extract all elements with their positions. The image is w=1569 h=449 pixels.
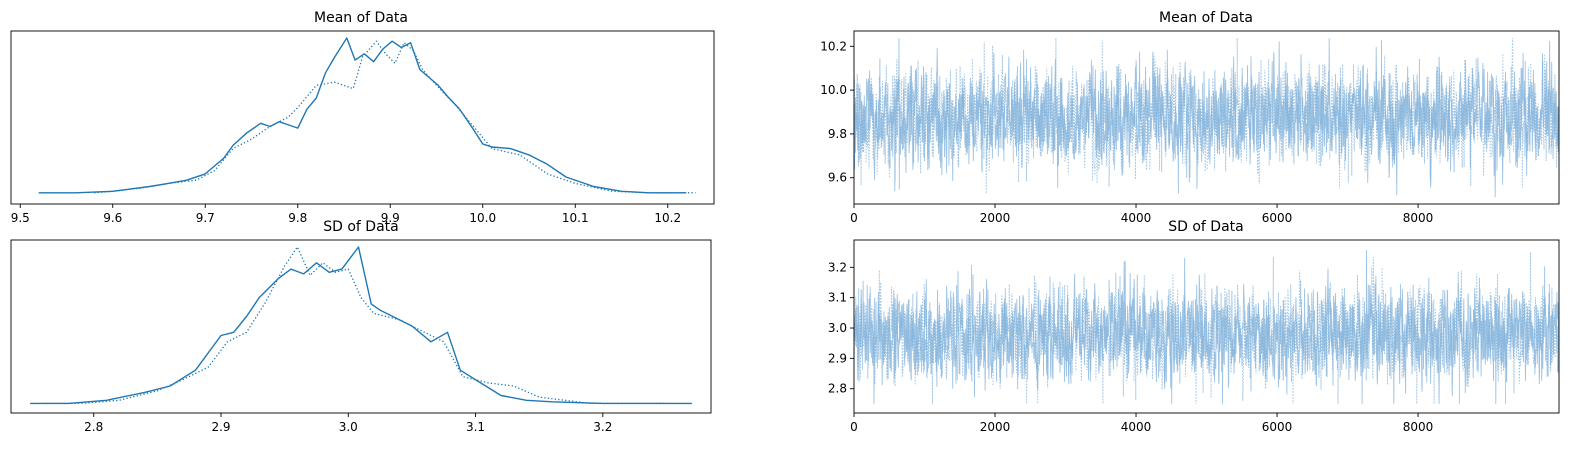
kde-mean-kde-line-dotted [94, 40, 696, 194]
kde-mean-kde-line-solid [38, 37, 687, 194]
trace-mean-x-tick-label: 8000 [1403, 211, 1434, 225]
trace-mean-title: Mean of Data [1159, 10, 1253, 26]
kde-sd-x-tick-label: 2.8 [84, 420, 103, 434]
trace-mean-y-tick-label: 9.6 [828, 171, 847, 185]
trace-sd-y-tick-label: 2.8 [828, 382, 847, 396]
trace-sd-trace-chain-2 [854, 252, 1559, 404]
trace-sd-axes-frame [853, 239, 1560, 414]
trace-sd-title: SD of Data [1168, 219, 1244, 235]
trace-sd-x-tick-label: 6000 [1262, 420, 1293, 434]
kde-mean-panel: 9.5 9.6 9.7 9.8 9.9 10.0 10.1 10.2 Mean of Data [10, 10, 715, 225]
trace-mean-trace-chain-2 [854, 37, 1559, 194]
trace-sd-y-tick-label: 2.9 [828, 351, 847, 365]
kde-mean-x-tick-label: 9.8 [288, 211, 307, 225]
trace-mean-x-tick-label: 0 [850, 211, 858, 225]
kde-sd-kde-line-solid [30, 246, 692, 405]
kde-sd-x-tick-label: 2.9 [211, 420, 230, 434]
kde-mean-x-tick-label: 9.5 [11, 211, 30, 225]
kde-sd-title: SD of Data [323, 219, 399, 235]
trace-sd-x-tick-label: 0 [850, 420, 858, 434]
kde-mean-x-tick-label: 10.1 [562, 211, 589, 225]
trace-sd-panel: 0 2000 4000 6000 8000 2.8 2.9 3.0 3.1 3.2 SD of Da… [828, 219, 1560, 434]
kde-sd-x-tick-label: 3.1 [466, 420, 485, 434]
kde-mean-x-tick-label: 9.6 [103, 211, 122, 225]
trace-mean-x-tick-label: 6000 [1262, 211, 1293, 225]
kde-mean-axes-frame [10, 30, 715, 205]
trace-sd-y-tick-label: 3.0 [828, 321, 847, 335]
kde-mean-x-tick-label: 9.7 [196, 211, 215, 225]
trace-mean-panel: 0 2000 4000 6000 8000 9.6 9.8 10.0 10.2 Mean of D… [820, 10, 1560, 225]
kde-mean-x-tick-label: 10.0 [469, 211, 496, 225]
kde-sd-x-tick-label: 3.2 [593, 420, 612, 434]
trace-mean-y-tick-label: 10.2 [820, 39, 847, 53]
trace-mean-axes-frame [853, 30, 1560, 205]
trace-mean-x-tick-label: 4000 [1121, 211, 1152, 225]
trace-sd-x-tick-label: 8000 [1403, 420, 1434, 434]
kde-sd-kde-line-dotted [42, 246, 667, 405]
trace-sd-x-tick-label: 2000 [980, 420, 1011, 434]
trace-sd-y-tick-label: 3.2 [828, 260, 847, 274]
trace-mean-y-tick-label: 10.0 [820, 83, 847, 97]
trace-sd-x-tick-label: 4000 [1121, 420, 1152, 434]
trace-sd-y-tick-label: 3.1 [828, 291, 847, 305]
trace-mean-x-tick-label: 2000 [980, 211, 1011, 225]
kde-mean-x-tick-label: 10.2 [654, 211, 681, 225]
trace-mean-y-tick-label: 9.8 [828, 127, 847, 141]
kde-sd-x-tick-label: 3.0 [339, 420, 358, 434]
kde-sd-axes-frame [10, 239, 712, 414]
kde-mean-x-tick-label: 9.9 [381, 211, 400, 225]
kde-sd-panel: 2.8 2.9 3.0 3.1 3.2 SD of Data [10, 219, 712, 434]
kde-mean-title: Mean of Data [314, 10, 408, 26]
